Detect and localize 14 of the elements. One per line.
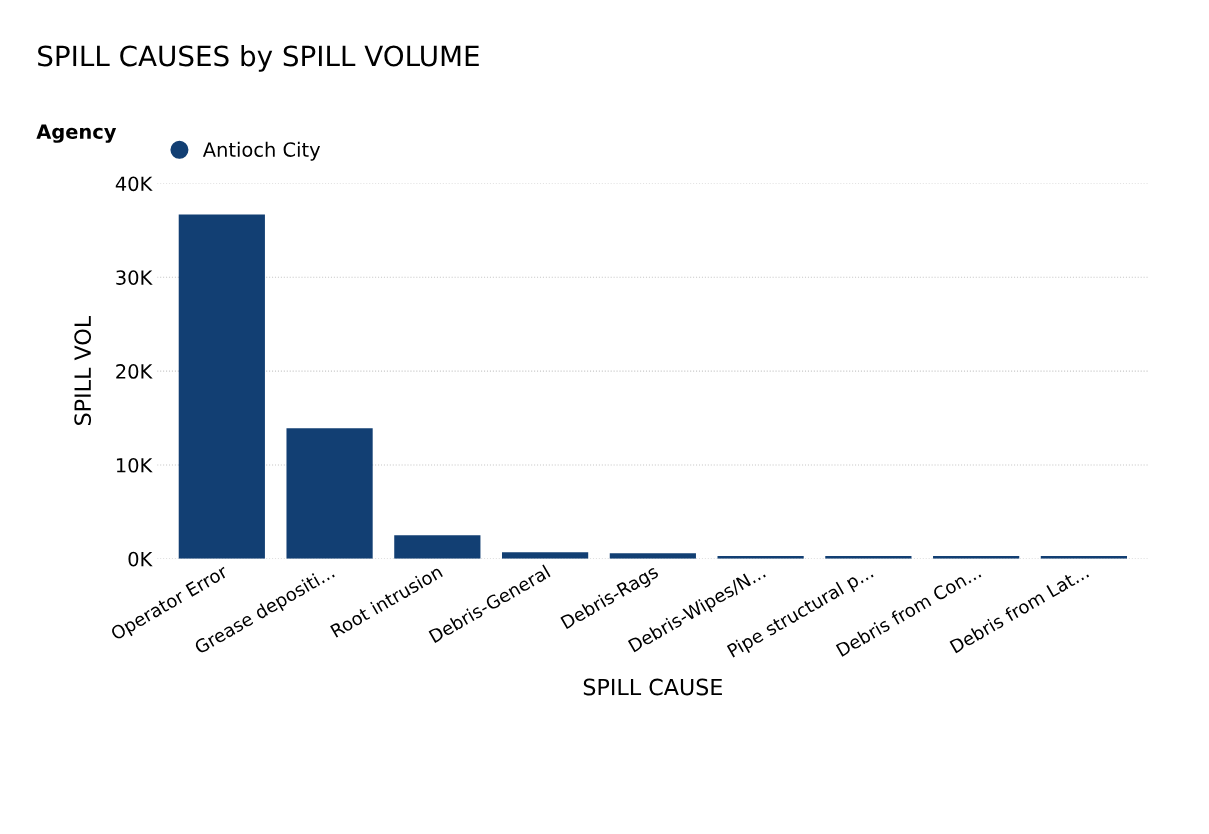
bar xyxy=(502,552,589,559)
y-axis-title: SPILL VOL xyxy=(74,315,92,425)
legend-title: Agency xyxy=(36,124,117,143)
y-tick-label: 10K xyxy=(116,457,153,473)
x-axis-title: SPILL CAUSE xyxy=(583,678,722,696)
legend-label: Antioch City xyxy=(202,141,321,161)
chart-title: SPILL CAUSES by SPILL VOLUME xyxy=(38,44,479,72)
bar xyxy=(178,214,265,559)
y-tick-label: 0K xyxy=(128,551,153,567)
y-tick-label: 20K xyxy=(116,364,153,379)
y-tick-label: 30K xyxy=(116,270,153,285)
y-tick-label: 40K xyxy=(115,176,153,192)
bar xyxy=(286,428,373,559)
bar xyxy=(394,535,481,559)
